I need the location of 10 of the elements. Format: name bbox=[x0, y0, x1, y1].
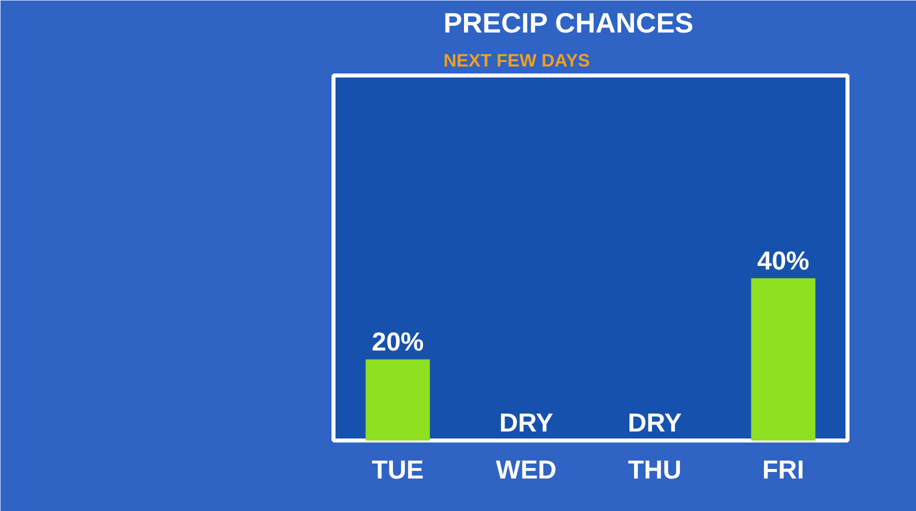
chart-subtitle: NEXT FEW DAYS bbox=[444, 50, 590, 70]
x-tick-label: THU bbox=[628, 454, 682, 484]
x-tick-label: TUE bbox=[372, 454, 424, 484]
x-tick-label: WED bbox=[496, 454, 557, 484]
data-label: DRY bbox=[628, 408, 682, 438]
chart-title: PRECIP CHANCES bbox=[444, 8, 694, 38]
x-tick-label: FRI bbox=[762, 454, 804, 484]
data-label: 20% bbox=[372, 326, 424, 356]
data-label: DRY bbox=[499, 408, 554, 438]
data-label: 40% bbox=[757, 245, 810, 276]
